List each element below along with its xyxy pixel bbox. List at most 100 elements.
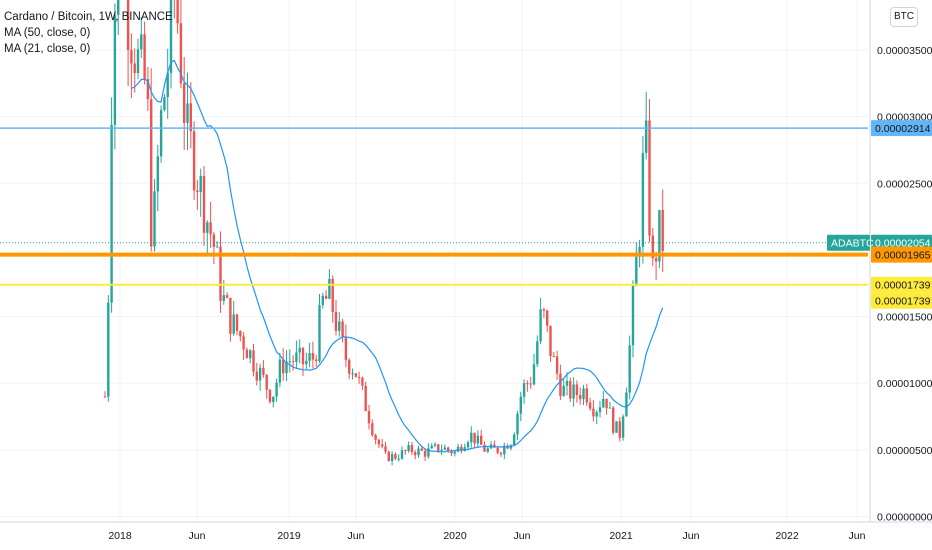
price-label-box bbox=[871, 276, 932, 293]
candle-down bbox=[420, 448, 423, 451]
legend-ma21: MA (21, close, 0) bbox=[4, 43, 91, 55]
x-tick-label: Jun bbox=[348, 530, 365, 542]
candle-up bbox=[638, 246, 641, 257]
candle-down bbox=[447, 447, 450, 451]
candle-up bbox=[635, 256, 638, 286]
candle-up bbox=[110, 124, 113, 303]
candle-down bbox=[559, 373, 562, 397]
y-tick-label: 0.00001500 bbox=[877, 312, 932, 324]
candle-down bbox=[585, 388, 588, 403]
candle-down bbox=[410, 444, 414, 453]
candle-down bbox=[612, 407, 615, 433]
candle-up bbox=[516, 413, 519, 435]
candle-up bbox=[249, 350, 252, 359]
candle-down bbox=[354, 373, 357, 377]
candle-down bbox=[404, 450, 407, 452]
x-tick-label: Jun bbox=[189, 530, 206, 542]
candle-down bbox=[381, 444, 384, 447]
candle-down bbox=[348, 360, 351, 374]
x-tick-label: 2018 bbox=[108, 530, 132, 542]
candle-down bbox=[569, 380, 572, 399]
candle-down bbox=[176, 0, 179, 24]
candle-down bbox=[268, 389, 272, 403]
x-tick-label: 2019 bbox=[277, 530, 301, 542]
candle-down bbox=[245, 349, 249, 359]
y-tick-label: 0.00001000 bbox=[877, 378, 932, 390]
price-label: 0.00001739 bbox=[875, 280, 931, 292]
candle-up bbox=[153, 191, 156, 247]
candle-up bbox=[159, 109, 163, 157]
candle-down bbox=[219, 246, 222, 301]
candle-up bbox=[232, 314, 235, 334]
candle-up bbox=[295, 352, 298, 362]
candle-up bbox=[608, 407, 612, 409]
candle-up bbox=[562, 385, 565, 397]
candle-down bbox=[529, 383, 532, 385]
candle-down bbox=[437, 444, 440, 451]
candle-down bbox=[334, 311, 338, 331]
candle-down bbox=[605, 398, 608, 409]
price-label: 0.00002914 bbox=[875, 123, 931, 135]
candle-down bbox=[651, 235, 654, 259]
candle-up bbox=[595, 412, 598, 417]
candle-down bbox=[146, 79, 150, 100]
candle-up bbox=[443, 447, 447, 450]
candle-down bbox=[225, 295, 229, 298]
y-tick-label: 0.00000500 bbox=[877, 445, 932, 457]
candle-up bbox=[486, 448, 489, 452]
candle-up bbox=[466, 442, 470, 448]
candle-down bbox=[384, 446, 387, 452]
candle-down bbox=[196, 190, 199, 192]
candle-down bbox=[496, 447, 499, 453]
candle-up bbox=[625, 392, 628, 417]
candle-up bbox=[417, 448, 420, 456]
candle-down bbox=[282, 359, 285, 374]
candle-down bbox=[575, 384, 579, 396]
candle-up bbox=[400, 450, 404, 459]
currency-button[interactable]: BTC bbox=[890, 7, 918, 27]
candle-up bbox=[513, 434, 516, 446]
candle-down bbox=[344, 337, 348, 361]
candle-down bbox=[150, 99, 153, 247]
price-label-box bbox=[871, 120, 932, 137]
candle-up bbox=[427, 448, 430, 457]
candle-down bbox=[133, 63, 136, 74]
candle-down bbox=[252, 350, 255, 372]
candle-up bbox=[166, 72, 169, 98]
candle-down bbox=[291, 361, 295, 363]
candle-up bbox=[433, 444, 437, 446]
candle-up bbox=[107, 302, 110, 397]
candle-up bbox=[222, 295, 225, 301]
y-tick-label: 0.00000000 bbox=[877, 512, 932, 524]
candle-up bbox=[308, 353, 311, 361]
candle-down bbox=[483, 444, 486, 452]
candle-down bbox=[555, 356, 559, 374]
candle-up bbox=[621, 416, 625, 438]
candle-up bbox=[278, 359, 282, 383]
candle-down bbox=[546, 310, 549, 326]
candle-up bbox=[476, 435, 480, 444]
candle-down bbox=[202, 175, 206, 233]
candle-down bbox=[179, 23, 183, 84]
candle-down bbox=[265, 374, 268, 390]
candle-up bbox=[321, 295, 324, 306]
candle-up bbox=[258, 367, 262, 381]
candle-up bbox=[136, 49, 140, 74]
candle-up bbox=[628, 345, 631, 393]
candle-down bbox=[242, 336, 245, 350]
price-label: 0.00001965 bbox=[875, 250, 931, 262]
candle-up bbox=[572, 384, 575, 399]
x-tick-label: Jun bbox=[514, 530, 531, 542]
candle-up bbox=[390, 454, 394, 461]
candle-up bbox=[318, 305, 321, 362]
candle-up bbox=[582, 388, 585, 400]
candle-down bbox=[374, 435, 377, 440]
candle-down bbox=[324, 295, 328, 299]
candle-down bbox=[480, 435, 483, 445]
candle-up bbox=[113, 14, 117, 125]
candle-down bbox=[394, 454, 397, 459]
candle-down bbox=[450, 450, 453, 454]
x-tick-label: Jun bbox=[849, 530, 866, 542]
